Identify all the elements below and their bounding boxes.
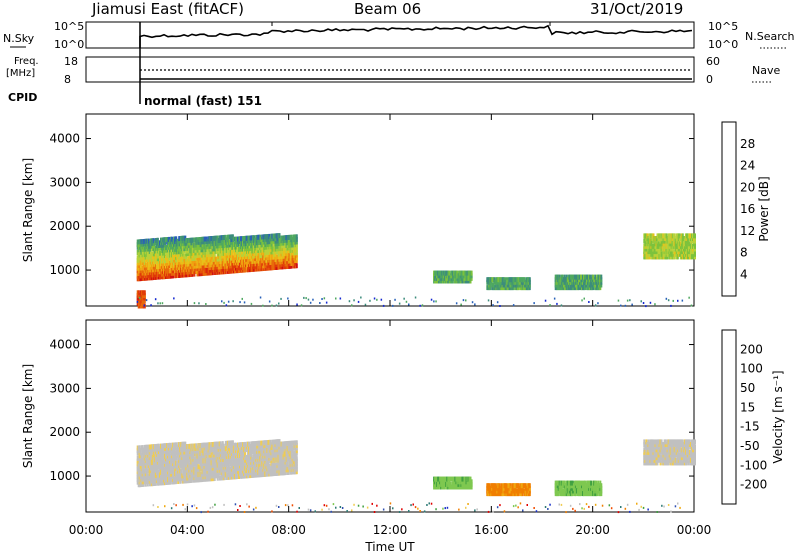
xlabel: Time UT [364,540,415,554]
ytick-label: 3000 [49,175,80,189]
nsky-label: N.Sky [3,32,35,45]
velocity-panel: 1000 2000 3000 4000 Slant Range [km] [21,319,696,514]
nsearch-tick-bottom: 10^0 [708,38,738,51]
velocity-colorbar-tick: 50 [740,381,755,395]
velocity-colorbar-tick: -15 [740,420,760,434]
power-colorbar-tick: 20 [740,180,755,194]
nsearch-tick-top: 10^5 [708,20,738,33]
nsky-trace [139,24,693,48]
ytick-label: 1000 [49,263,80,277]
freq-label-bottom: [MHz] [6,68,35,79]
power-colorbar-tick: 28 [740,137,755,151]
nsky-tick-top: 10^5 [54,20,84,33]
velocity-colorbar-frame [721,329,737,505]
xtick-label: 08:00 [271,523,306,537]
velocity-colorbar-label: Velocity [m s⁻¹] [771,370,785,463]
ytick-label: 2000 [49,425,80,439]
status-panels: N.Sky 10^5 10^0 10^5 10^0 N.Search Freq.… [3,20,795,108]
ytick-label: 1000 [49,469,80,483]
xtick-label: 16:00 [474,523,509,537]
power-colorbar-label: Power [dB] [757,176,771,241]
velocity-colorbar-tick: -100 [740,458,767,472]
data-cells [136,233,696,309]
power-panel: 1000 2000 3000 4000 Slant Range [km] [21,113,696,309]
ytick-label: 3000 [49,381,80,395]
freq-label-top: Freq. [14,56,39,67]
freq-panel [85,56,695,83]
nave-label: Nave [752,64,780,77]
ytick-label: 4000 [49,132,80,146]
beam-title: Beam 06 [354,0,422,18]
power-colorbar-tick: 8 [740,246,748,260]
data-cells [136,439,696,514]
xtick-label: 20:00 [575,523,610,537]
freq-tick-top: 18 [64,55,78,68]
cpid-label: CPID [8,91,37,104]
nsearch-label: N.Search [745,30,795,43]
ylabel: Slant Range [km] [21,158,35,262]
ytick-label: 2000 [49,219,80,233]
nsky-panel [85,21,695,49]
xtick-label: 12:00 [373,523,408,537]
power-colorbar-tick: 4 [740,267,748,281]
velocity-colorbar-tick: 200 [740,342,763,356]
nave-tick-bottom: 0 [706,73,713,86]
date-title: 31/Oct/2019 [590,0,684,18]
xtick-label: 00:00 [677,523,712,537]
ytick-label: 4000 [49,338,80,352]
power-colorbar-tick: 12 [740,224,755,238]
xtick-label: 00:00 [69,523,104,537]
time-axis: 00:00 04:00 08:00 12:00 16:00 20:00 00:00 Time … [69,523,712,554]
nave-tick-top: 60 [706,55,720,68]
power-colorbar-tick: 24 [740,159,755,173]
colorbars: 4 8 12 16 20 24 28 Power [dB] -200 -100 -50 -15 15 50… [721,121,785,505]
station-title: Jiamusi East (fitACF) [92,0,244,18]
velocity-colorbar-tick: -200 [740,478,767,492]
freq-tick-bottom: 8 [64,73,71,86]
nsky-tick-bottom: 10^0 [54,38,84,51]
xtick-label: 04:00 [170,523,205,537]
power-colorbar-frame [721,121,737,297]
cpid-text: normal (fast) 151 [144,94,262,108]
power-colorbar-tick: 16 [740,202,755,216]
velocity-colorbar-tick: 15 [740,400,755,414]
ylabel: Slant Range [km] [21,364,35,468]
velocity-colorbar-tick: 100 [740,362,763,376]
velocity-colorbar-tick: -50 [740,439,760,453]
